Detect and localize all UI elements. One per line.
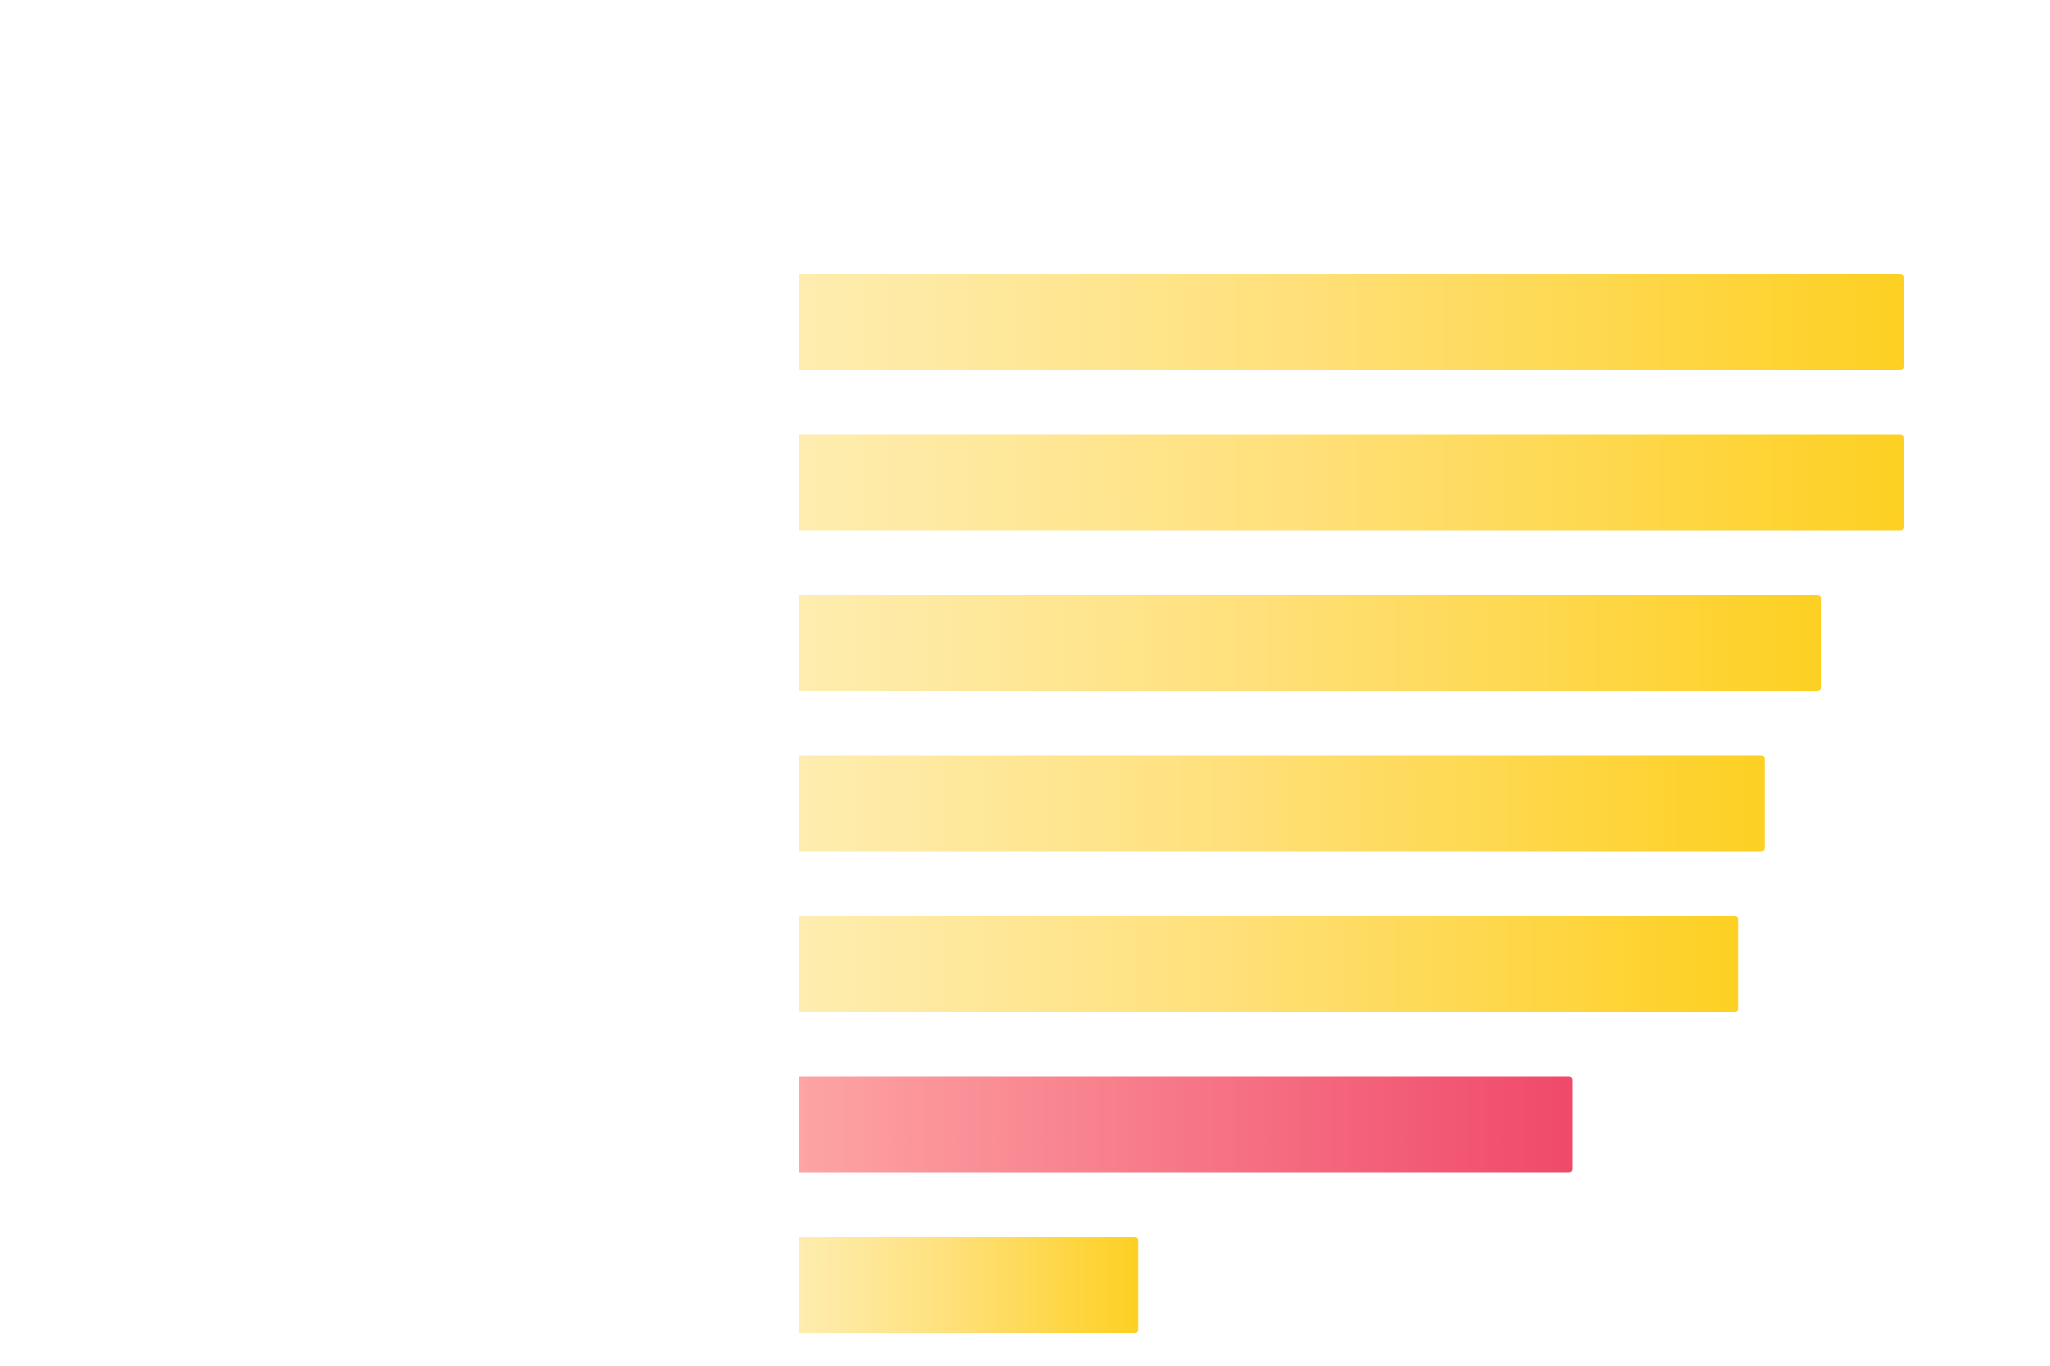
bar (799, 595, 1822, 691)
bar-highlighted (799, 1076, 1573, 1173)
bar (799, 434, 1904, 531)
bars-group (799, 274, 1904, 1333)
bar (799, 1237, 1139, 1333)
bar (799, 274, 1904, 370)
bar (799, 916, 1739, 1012)
bar (799, 755, 1765, 852)
